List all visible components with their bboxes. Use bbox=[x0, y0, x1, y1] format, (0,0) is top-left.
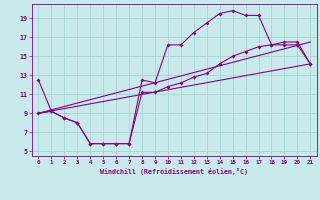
X-axis label: Windchill (Refroidissement éolien,°C): Windchill (Refroidissement éolien,°C) bbox=[100, 168, 248, 175]
